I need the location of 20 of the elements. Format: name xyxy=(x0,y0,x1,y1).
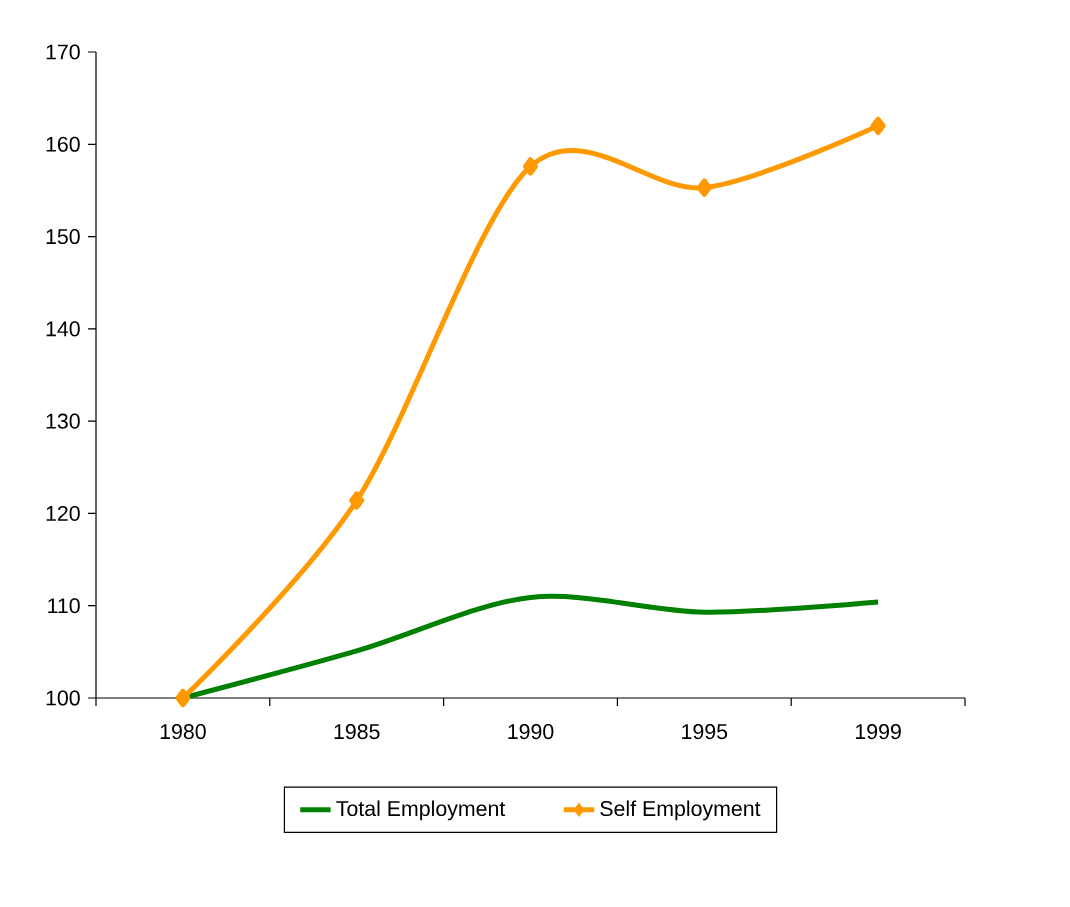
legend-label: Total Employment xyxy=(336,800,506,821)
y-tick-label: 170 xyxy=(46,44,80,60)
point xyxy=(523,157,539,176)
y-tick-label: 110 xyxy=(48,598,80,614)
y-tick-label: 150 xyxy=(46,229,80,245)
y-tick-label: 120 xyxy=(46,505,80,521)
y-tick-label: 130 xyxy=(46,413,80,429)
y-tick-label: 100 xyxy=(46,690,80,706)
point xyxy=(870,116,886,135)
x-tick-label: 1985 xyxy=(334,724,380,740)
x-tick-label: 1980 xyxy=(160,724,206,740)
point xyxy=(696,178,712,197)
point xyxy=(349,491,365,510)
x-tick-label: 1995 xyxy=(682,724,728,740)
y-tick-label: 160 xyxy=(46,136,80,152)
x-tick-label: 1990 xyxy=(508,724,554,740)
y-tick-label: 140 xyxy=(46,321,80,337)
point xyxy=(175,688,191,708)
x-tick-label: 1999 xyxy=(856,724,901,740)
legend-label: Self Employment xyxy=(600,800,761,821)
